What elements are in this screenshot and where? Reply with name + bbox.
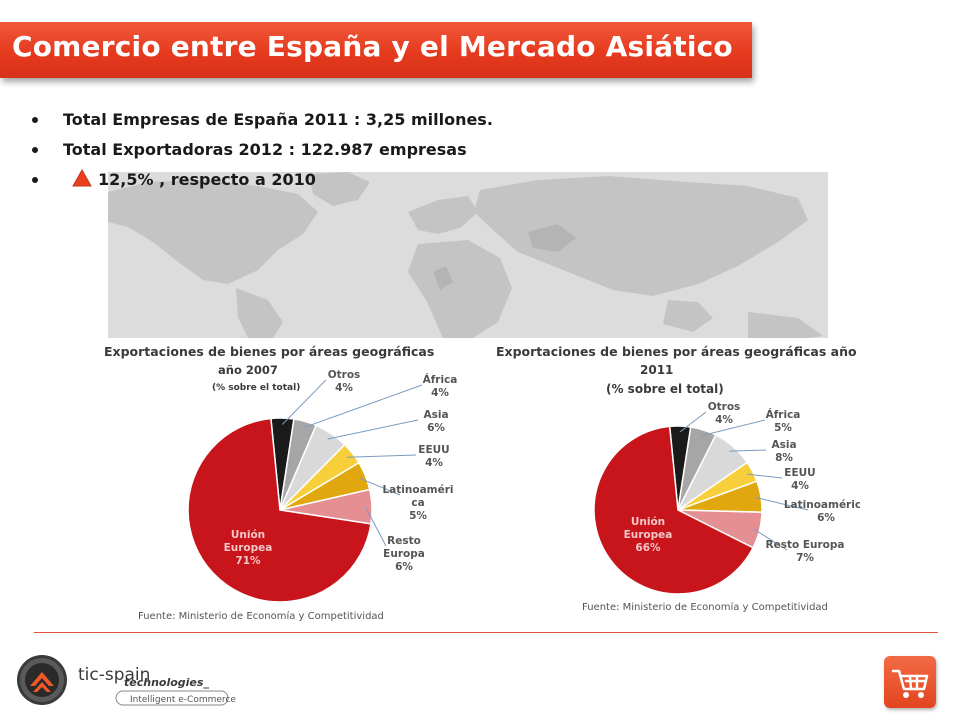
chart-title-line: Exportaciones de bienes por áreas geográ… <box>496 344 857 359</box>
leader-lines <box>679 411 809 551</box>
bullet-text: Total Empresas de España 2011 : 3,25 mil… <box>63 110 493 129</box>
slice-label: Resto Europa 6% <box>383 535 425 573</box>
shopping-cart-icon <box>891 669 929 698</box>
slice-label: África 4% <box>423 373 458 399</box>
page-title: Comercio entre España y el Mercado Asiát… <box>12 30 733 63</box>
chart-source: Fuente: Ministerio de Economía y Competi… <box>582 601 828 613</box>
leader-lines <box>281 379 423 547</box>
slice-labels: Otros 4% África 4% Asia 6% EEUU 4% Latinoaméri ca… <box>224 369 458 573</box>
chart-title-line: (% sobre el total) <box>606 382 724 396</box>
bullet-icon <box>32 147 38 153</box>
world-map-image <box>108 172 828 338</box>
pie-slice-unión-europea <box>593 425 755 595</box>
chart-title-line: año 2007 <box>218 363 278 377</box>
logo-tagline: Intelligent e-Commerce <box>130 695 236 705</box>
logo-brand-part1: tic-spain <box>78 665 150 685</box>
title-bar: Comercio entre España y el Mercado Asiát… <box>0 22 752 78</box>
slice-label: África 5% <box>766 408 801 434</box>
slice-label: Latinoaméri ca 5% <box>382 484 453 522</box>
leader-line <box>327 419 419 440</box>
leader-line <box>347 454 417 458</box>
chart-title-line: Exportaciones de bienes por áreas geográ… <box>104 344 434 359</box>
leader-line <box>303 384 423 429</box>
bullet-icon <box>32 177 38 183</box>
leader-line <box>754 496 809 511</box>
slice-label: EEUU 4% <box>784 467 815 492</box>
slice-label: Otros 4% <box>708 401 741 426</box>
chart-title-line: 2011 <box>640 363 673 377</box>
chart-subtitle: (% sobre el total) <box>212 383 300 393</box>
leader-line <box>365 506 387 547</box>
cart-button[interactable] <box>884 656 936 708</box>
slice-label: Otros 4% <box>328 369 361 394</box>
chart-source: Fuente: Ministerio de Economía y Competi… <box>138 610 384 622</box>
bullet-icon <box>32 117 38 123</box>
pie-slice-unión-europea <box>187 417 372 603</box>
logo-brand-part2: technologies_ <box>124 676 209 689</box>
slice-label: Latinoamérica 6% <box>784 499 860 524</box>
leader-line <box>753 528 788 551</box>
pie-chart-2007: Exportaciones de bienes por áreas geográ… <box>104 344 457 622</box>
bullet-text: Total Exportadoras 2012 : 122.987 empres… <box>63 140 467 159</box>
leader-line <box>729 449 767 452</box>
pie-chart-2011: Exportaciones de bienes por áreas geográ… <box>496 344 860 613</box>
slice-labels: Otros 4% África 5% Asia 8% EEUU 4% Latinoamérica… <box>624 401 860 564</box>
slice-label: Unión Europea 66% <box>624 516 673 554</box>
slice-label: Resto Europa 7% <box>766 539 845 564</box>
leader-line <box>701 419 766 437</box>
pie-slices <box>593 425 763 595</box>
up-triangle-icon <box>72 168 92 187</box>
slice-label: Asia 6% <box>423 409 448 434</box>
slice-label: EEUU 4% <box>418 444 449 469</box>
leader-line <box>747 473 783 479</box>
slice-label: Unión Europea 71% <box>224 529 273 567</box>
slice-label: Asia 8% <box>771 439 796 464</box>
leader-line <box>281 379 327 425</box>
tic-spain-logo: tic-spain technologies_ Intelligent e-Co… <box>17 655 236 706</box>
pie-slices <box>187 417 373 603</box>
leader-line <box>679 411 707 433</box>
bullet-text: 12,5% , respecto a 2010 <box>98 170 316 189</box>
divider-line <box>34 632 938 633</box>
leader-line <box>359 477 401 496</box>
pie-charts: Exportaciones de bienes por áreas geográ… <box>104 344 860 622</box>
